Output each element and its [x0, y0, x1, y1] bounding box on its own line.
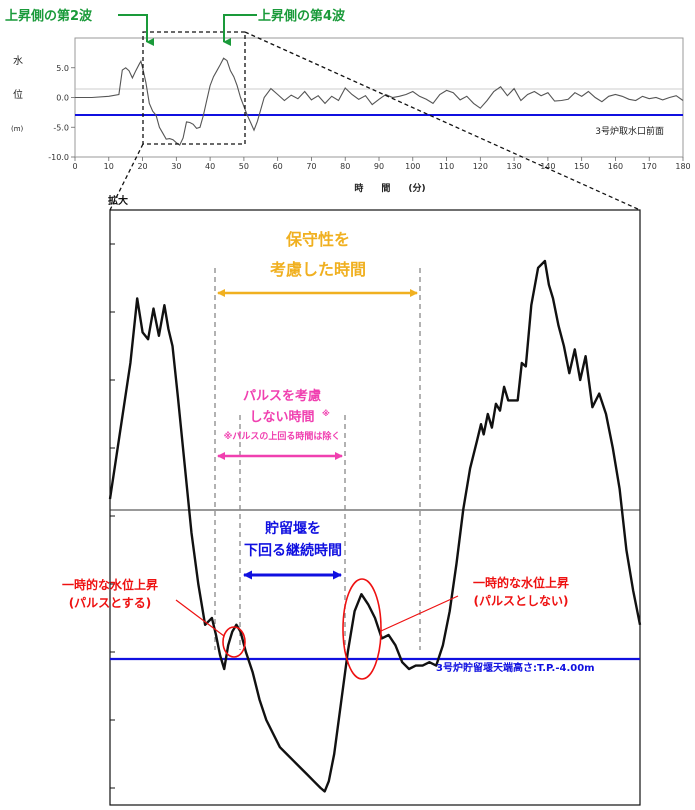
overview-x-tick-label: 30 [171, 162, 181, 171]
overview-x-tick-label: 0 [72, 162, 77, 171]
no-pulse-label-1: パルスを考慮 [243, 388, 321, 404]
pulse-circle-left [222, 626, 246, 658]
below-weir-label-1: 貯留堰を [265, 520, 321, 537]
overview-x-ticks: 0 10 20 30 40 50 60 70 80 90 100 110 120 130 140 150 160… [72, 157, 691, 171]
pulse-pointer-right [380, 595, 459, 632]
pulse-right-label-2: (パルスとしない) [474, 594, 569, 608]
overview-y-tick-label: 5.0 [56, 64, 69, 73]
overview-x-tick-label: 150 [574, 162, 589, 171]
overview-x-tick-label: 80 [340, 162, 350, 171]
overview-chart: 5.0 0.0 -5.0 -10.0 0 10 20 30 40 50 60 70 80 90 100 11… [5, 8, 691, 194]
no-pulse-mark: ※ [322, 408, 330, 418]
zoom-connector-right [244, 31, 641, 211]
pulse-circle-right [342, 578, 382, 680]
zoomed-series-line [108, 259, 642, 793]
overview-subtitle: 3号炉取水口前面 [595, 125, 664, 137]
overview-x-tick-label: 40 [205, 162, 215, 171]
pulse-right-label-1: 一時的な水位上昇 [473, 575, 569, 590]
overview-y-tick-label: -10.0 [48, 153, 69, 162]
wave2-arrow [118, 14, 154, 46]
overview-x-tick-label: 160 [608, 162, 623, 171]
overview-x-tick-label: 90 [374, 162, 384, 171]
overview-x-tick-label: 180 [675, 162, 690, 171]
zoom-title: 拡大 [108, 194, 128, 207]
wave4-label: 上昇側の第4波 [258, 8, 346, 24]
overview-ylabel-2: 位 [13, 88, 23, 101]
pulse-left-label-1: 一時的な水位上昇 [62, 577, 158, 592]
overview-x-tick-label: 110 [439, 162, 454, 171]
overview-series-line [75, 57, 684, 146]
overview-x-tick-label: 100 [405, 162, 420, 171]
overview-x-tick-label: 170 [642, 162, 657, 171]
zoomed-plot-frame [109, 209, 641, 806]
overview-y-tick-label: -5.0 [53, 123, 69, 132]
overview-ylabel-1: 水 [13, 55, 23, 67]
weir-threshold-label: 3号炉貯留堰天端高さ:T.P.-4.00m [436, 661, 595, 674]
zoomed-y-ticks [110, 243, 115, 789]
conservative-label-2: 考慮した時間 [270, 260, 366, 279]
overview-y-ticks: 5.0 0.0 -5.0 -10.0 [48, 64, 75, 162]
overview-x-tick-label: 10 [104, 162, 114, 171]
overview-x-tick-label: 120 [473, 162, 488, 171]
overview-x-tick-label: 50 [239, 162, 249, 171]
wave4-arrow [223, 14, 257, 46]
pulse-pointer-left [175, 599, 225, 637]
below-weir-label-2: 下回る継続時間 [244, 542, 342, 559]
overview-xlabel: 時 間 (分) [354, 182, 425, 194]
conservative-label-1: 保守性を [285, 230, 350, 249]
zoom-connector-left [109, 143, 144, 211]
overview-x-tick-label: 20 [137, 162, 147, 171]
overview-x-tick-label: 140 [540, 162, 555, 171]
overview-x-tick-label: 60 [273, 162, 283, 171]
pulse-left-label-2: (パルスとする) [69, 596, 152, 610]
no-pulse-label-2: しない時間 [249, 409, 314, 425]
overview-y-tick-label: 0.0 [56, 94, 69, 103]
overview-x-tick-label: 130 [506, 162, 521, 171]
overview-x-tick-label: 70 [306, 162, 316, 171]
zoomed-chart: 拡大 3号炉貯留堰天端高さ:T.P.-4.00m 保守性を 考慮した時間 パルス… [62, 194, 642, 806]
overview-ylabel-3: (m) [11, 125, 24, 133]
no-pulse-note: ※パルスの上回る時間は除く [224, 430, 341, 442]
zoom-region-box [142, 31, 246, 145]
wave2-label: 上昇側の第2波 [5, 8, 93, 24]
